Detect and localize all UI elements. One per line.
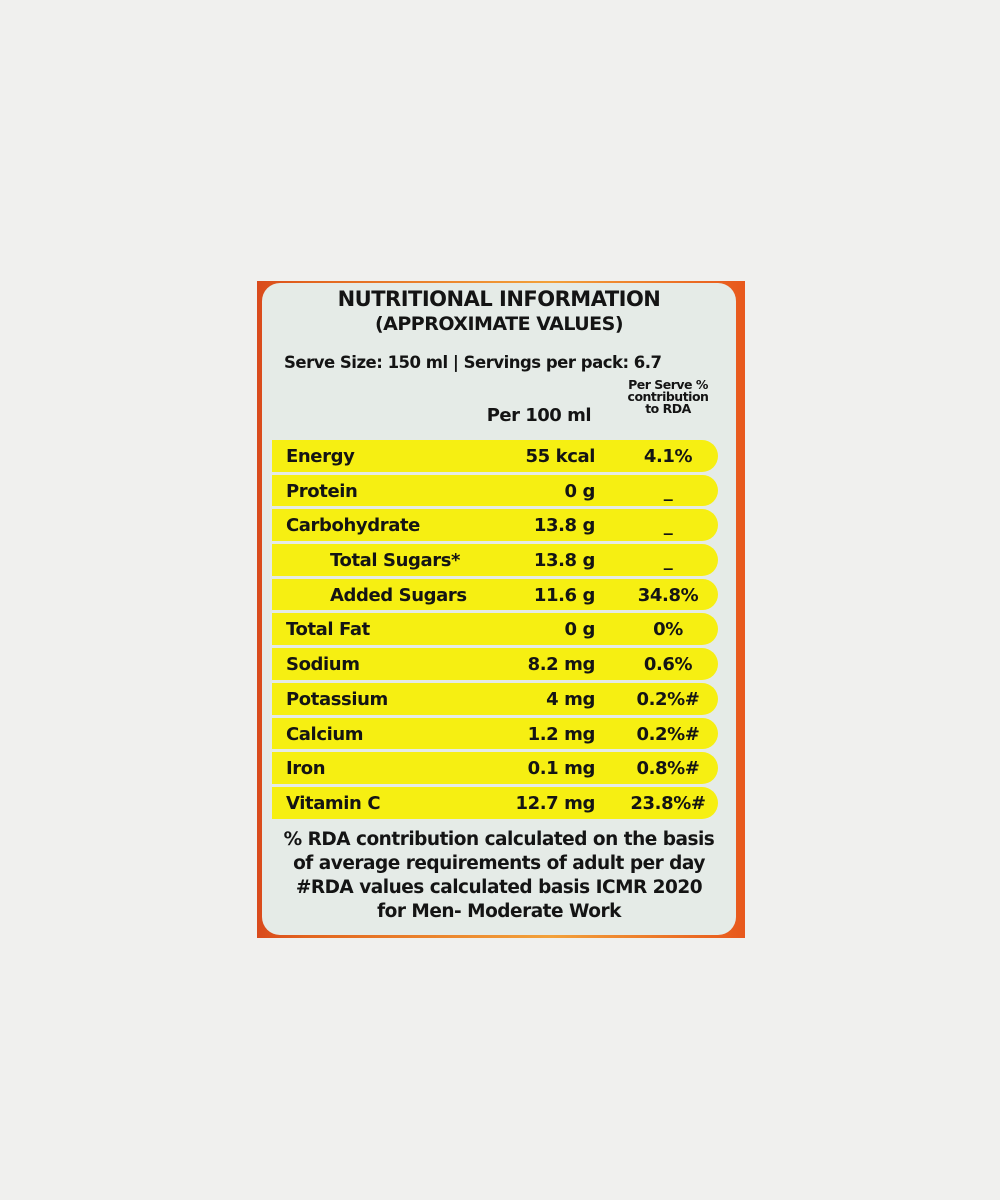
- nutrient-name: Total Fat: [286, 619, 370, 641]
- nutrient-table: Energy 55 kcal 4.1% Protein 0 g _ Carbohydrate…: [272, 440, 718, 822]
- nutrient-name: Energy: [286, 446, 355, 467]
- nutrient-name: Potassium: [286, 688, 388, 710]
- footnote-line: of average requirements of adult per day: [293, 853, 705, 874]
- footnote-line: for Men- Moderate Work: [377, 901, 621, 922]
- rda-header-line: contribution: [627, 389, 709, 404]
- table-row: Iron 0.1 mg 0.8%#: [272, 752, 718, 784]
- column-header-rda: Per Serve % contribution to RDA: [618, 377, 718, 416]
- nutrient-value: 13.8 g: [533, 515, 596, 537]
- footnote-line: % RDA contribution calculated on the bas…: [283, 829, 715, 850]
- nutrient-name: Calcium: [286, 723, 364, 745]
- table-row: Calcium 1.2 mg 0.2%#: [272, 717, 718, 750]
- label-title: NUTRITIONAL INFORMATION: [337, 287, 661, 311]
- nutrient-name: Carbohydrate: [286, 515, 420, 537]
- nutrient-name: Vitamin C: [286, 792, 381, 814]
- nutrient-rda: 0.6%: [643, 654, 693, 676]
- column-header-per-100ml: Per 100 ml: [486, 405, 592, 426]
- nutrient-name: Protein: [286, 480, 358, 502]
- nutrient-value: 0 g: [564, 480, 596, 502]
- label-subtitle: (APPROXIMATE VALUES): [374, 313, 624, 335]
- footnote-line: #RDA values calculated basis ICMR 2020: [295, 877, 703, 898]
- nutrient-rda: 0%: [653, 619, 683, 641]
- rda-header-line: Per Serve %: [628, 377, 708, 392]
- table-row: Total Fat 0 g 0%: [272, 613, 718, 646]
- table-row: Vitamin C 12.7 mg 23.8%#: [272, 786, 718, 819]
- nutrient-value: 12.7 mg: [515, 792, 595, 814]
- serve-info: Serve Size: 150 ml | Servings per pack: …: [284, 353, 662, 372]
- nutrient-name: Added Sugars: [330, 584, 467, 606]
- nutrient-rda: _: [663, 550, 673, 572]
- nutrient-rda: 23.8%#: [630, 792, 706, 814]
- nutrient-rda: 4.1%: [643, 446, 693, 467]
- nutrient-value: 8.2 mg: [527, 654, 596, 676]
- table-row: Potassium 4 mg 0.2%#: [272, 682, 718, 715]
- footnotes: % RDA contribution calculated on the bas…: [262, 828, 736, 924]
- nutrition-label: NUTRITIONAL INFORMATION (APPROXIMATE VAL…: [262, 283, 736, 935]
- nutrient-rda: 0.2%#: [636, 723, 700, 745]
- nutrient-name: Sodium: [286, 654, 360, 676]
- nutrient-value: 1.2 mg: [527, 723, 596, 745]
- table-row: Protein 0 g _: [272, 474, 718, 507]
- table-row: Total Sugars* 13.8 g _: [272, 544, 718, 576]
- nutrient-rda: 34.8%: [637, 584, 699, 606]
- table-row: Carbohydrate 13.8 g _: [272, 509, 718, 542]
- table-row: Sodium 8.2 mg 0.6%: [272, 648, 718, 680]
- table-row: Energy 55 kcal 4.1%: [272, 440, 718, 472]
- nutrient-rda: 0.2%#: [636, 688, 700, 710]
- nutrient-rda: 0.8%#: [636, 758, 700, 780]
- nutrient-rda: _: [663, 515, 673, 537]
- rda-header-line: to RDA: [645, 401, 691, 416]
- nutrient-name: Iron: [286, 758, 326, 780]
- nutrient-name: Total Sugars*: [330, 550, 461, 572]
- nutrient-value: 4 mg: [546, 688, 595, 710]
- nutrient-value: 55 kcal: [525, 446, 596, 467]
- nutrient-value: 11.6 g: [533, 584, 596, 606]
- nutrient-value: 0 g: [564, 619, 596, 641]
- table-row: Added Sugars 11.6 g 34.8%: [272, 578, 718, 611]
- nutrient-rda: _: [663, 480, 673, 502]
- nutrient-value: 13.8 g: [533, 550, 596, 572]
- nutrient-value: 0.1 mg: [527, 758, 596, 780]
